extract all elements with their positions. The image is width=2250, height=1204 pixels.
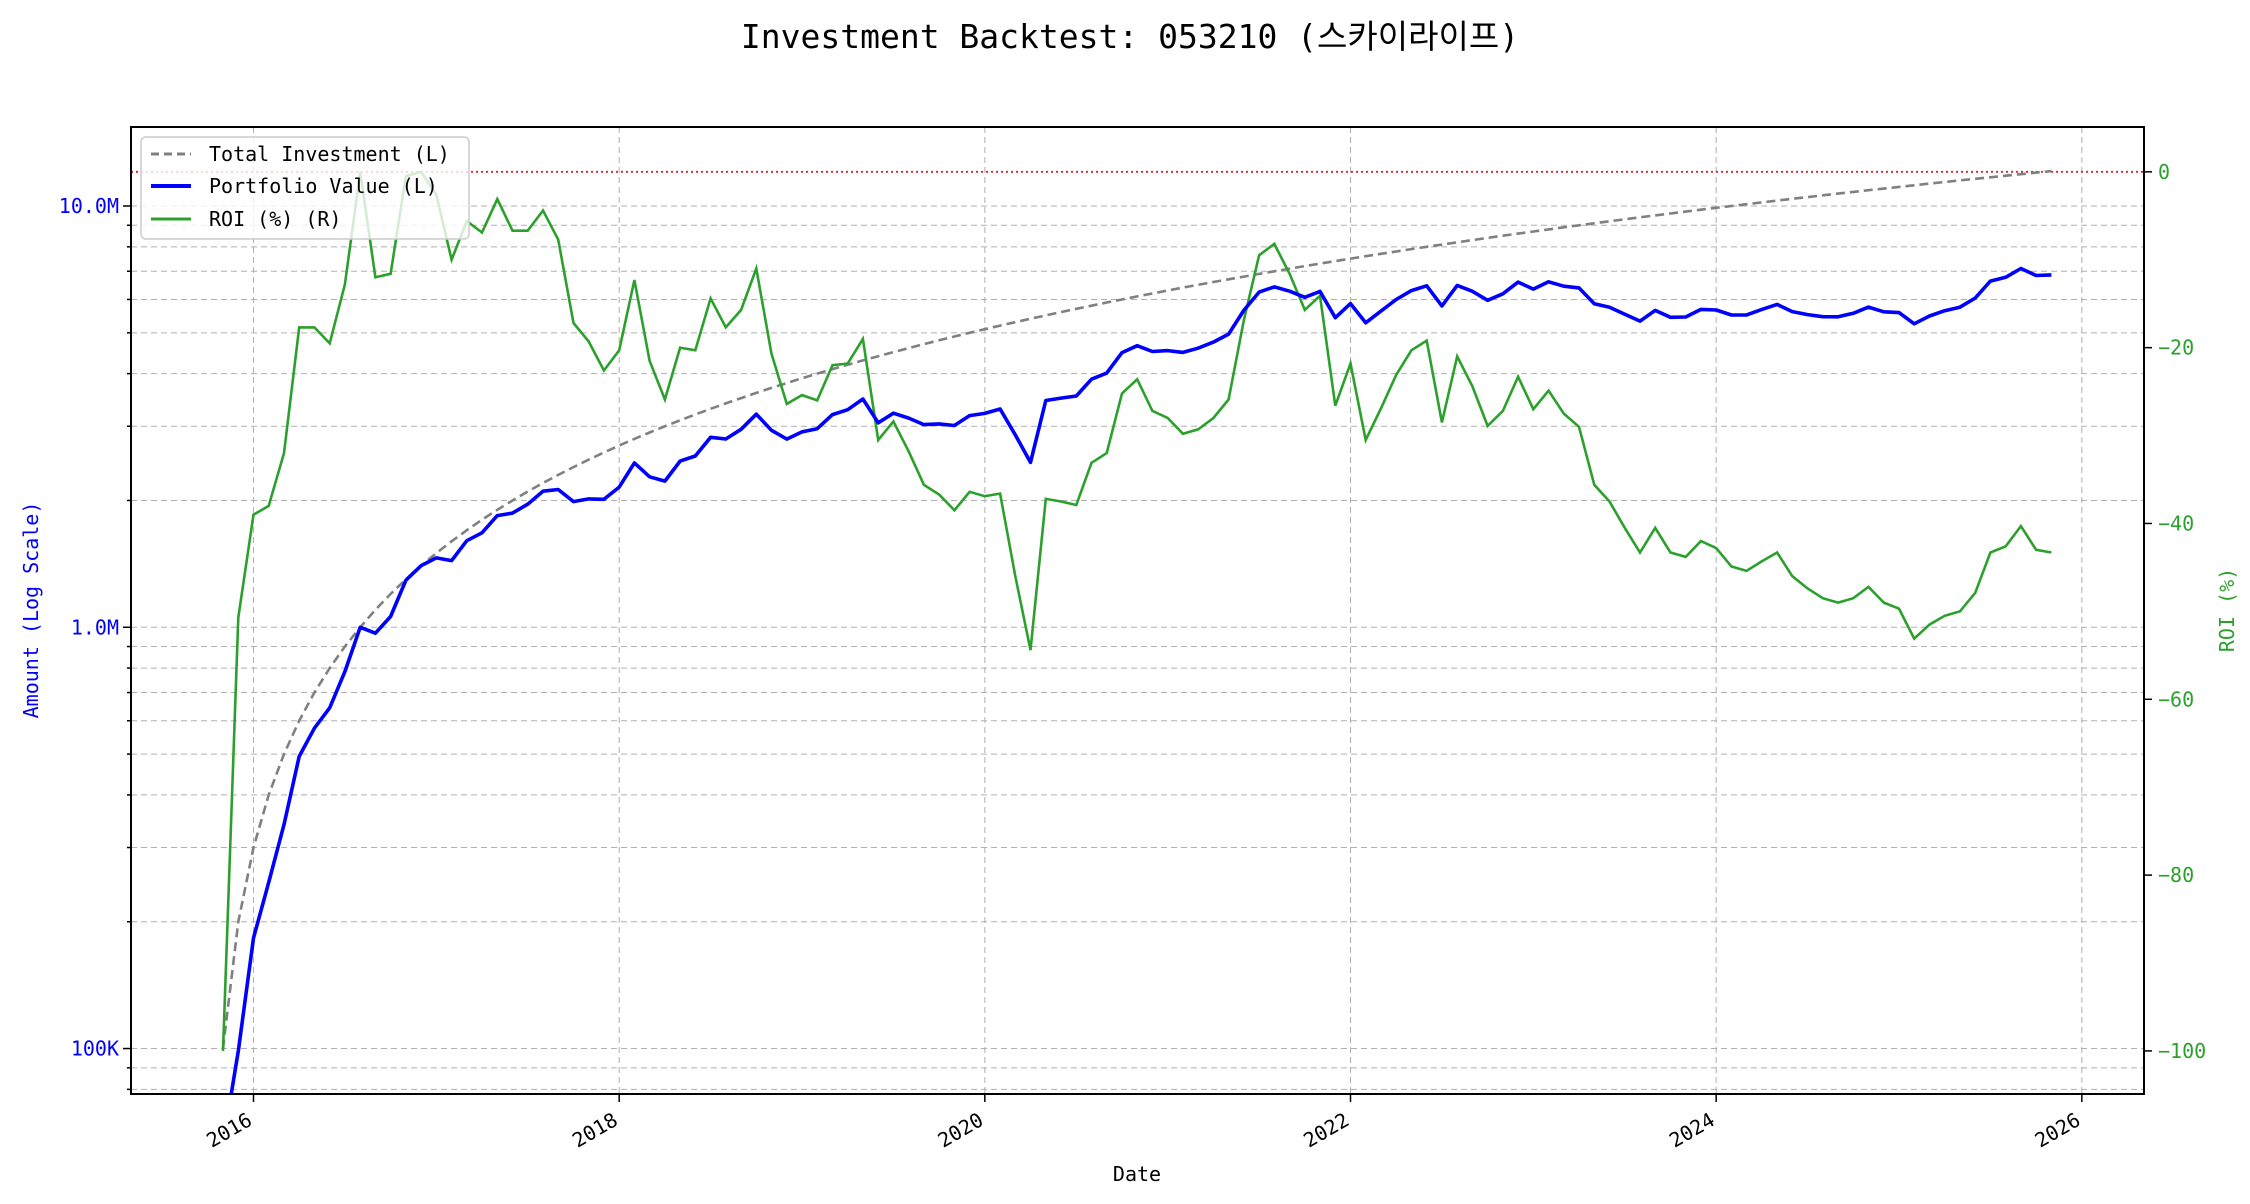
chart-title: Investment Backtest: 053210 (스카이라이프) <box>741 17 1519 56</box>
x-tick-label: 2016 <box>202 1108 256 1153</box>
x-tick-label: 2026 <box>2031 1108 2085 1153</box>
legend-label-portfolio-value: Portfolio Value (L) <box>209 174 438 198</box>
legend-label-roi: ROI (%) (R) <box>209 207 341 231</box>
portfolio-value-line <box>223 269 2051 1145</box>
y-left-tick-label: 100K <box>71 1037 119 1061</box>
x-tick-label: 2020 <box>934 1108 988 1153</box>
plot-area <box>131 171 2144 1144</box>
y-right-tick-label: 0 <box>2158 160 2170 184</box>
y-right-tick-label: −80 <box>2158 863 2194 887</box>
x-tick-label: 2022 <box>1299 1108 1353 1153</box>
y-right-tick-label: −100 <box>2158 1039 2206 1063</box>
axes: 2016 2018 2020 2022 2024 2026 100K 1.0M 10.0M 0 −2… <box>59 160 2206 1153</box>
x-tick-label: 2018 <box>568 1108 622 1153</box>
y-axis-right-label: ROI (%) <box>2215 568 2239 652</box>
legend-label-total-investment: Total Investment (L) <box>209 142 450 166</box>
y-right-tick-label: −20 <box>2158 336 2194 360</box>
y-left-tick-label: 1.0M <box>71 615 119 639</box>
x-axis-label: Date <box>1113 1162 1161 1186</box>
y-right-tick-label: −40 <box>2158 511 2194 535</box>
series-group <box>131 171 2144 1144</box>
legend: Total Investment (L) Portfolio Value (L)… <box>141 137 469 239</box>
y-right-tick-label: −60 <box>2158 687 2194 711</box>
grid <box>131 127 2144 1094</box>
x-tick-label: 2024 <box>1665 1108 1719 1153</box>
y-left-tick-label: 10.0M <box>59 194 119 218</box>
axes-frame <box>131 127 2144 1094</box>
y-axis-left-label: Amount (Log Scale) <box>19 502 43 719</box>
